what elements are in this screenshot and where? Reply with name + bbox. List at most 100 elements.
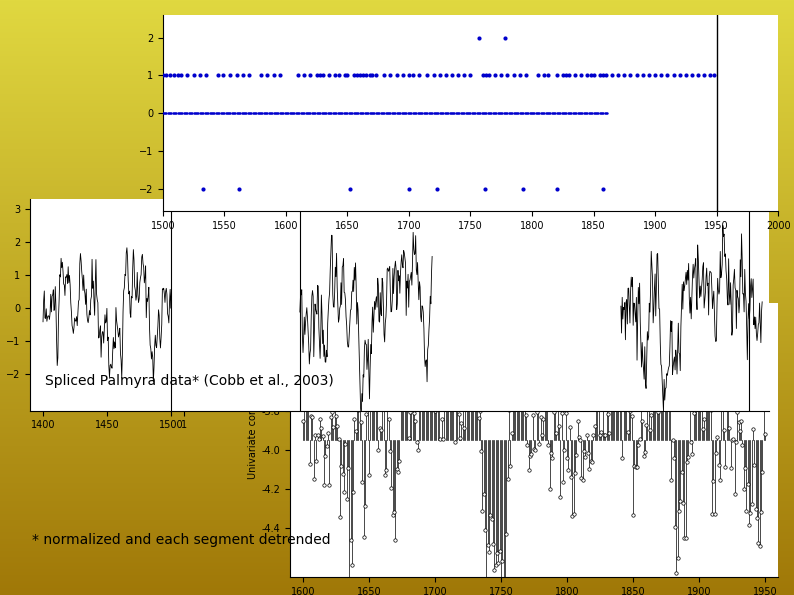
Point — [708, 510, 721, 519]
Point — [181, 71, 194, 80]
Point — [437, 108, 449, 118]
Point — [251, 108, 264, 118]
Point — [584, 71, 597, 80]
Point — [676, 499, 689, 508]
Point — [561, 453, 573, 463]
Point — [514, 108, 526, 118]
Point — [360, 108, 373, 118]
Point — [653, 386, 665, 396]
Point — [267, 71, 279, 80]
Point — [352, 405, 364, 414]
Point — [570, 108, 583, 118]
Point — [279, 108, 292, 118]
Point — [365, 355, 378, 364]
Point — [431, 184, 444, 193]
Point — [378, 71, 391, 80]
Point — [501, 71, 514, 80]
Point — [597, 71, 610, 80]
Point — [443, 108, 456, 118]
Point — [560, 71, 572, 80]
Point — [736, 441, 749, 450]
Point — [202, 108, 214, 118]
Point — [550, 71, 563, 80]
Point — [519, 108, 532, 118]
Point — [261, 71, 274, 80]
Point — [403, 433, 415, 443]
Point — [302, 377, 314, 386]
Point — [586, 108, 599, 118]
Point — [682, 452, 695, 462]
Point — [164, 108, 176, 118]
Point — [533, 440, 545, 449]
Point — [680, 534, 692, 543]
Point — [492, 108, 505, 118]
Point — [684, 437, 697, 447]
Point — [191, 108, 203, 118]
Point — [587, 71, 599, 80]
Point — [468, 108, 480, 118]
Point — [391, 71, 403, 80]
Point — [479, 108, 491, 118]
Point — [524, 451, 537, 461]
Point — [602, 409, 615, 419]
Point — [464, 108, 477, 118]
Point — [320, 108, 333, 118]
Point — [719, 462, 732, 472]
Point — [445, 340, 458, 350]
Point — [252, 108, 265, 118]
Point — [505, 428, 518, 437]
Point — [661, 336, 673, 346]
Point — [750, 513, 763, 523]
Point — [316, 108, 329, 118]
Point — [684, 402, 696, 411]
Point — [378, 108, 391, 118]
Point — [407, 108, 419, 118]
Point — [417, 325, 430, 334]
Point — [407, 369, 419, 378]
Point — [347, 487, 360, 497]
Point — [658, 376, 671, 386]
Point — [419, 331, 432, 340]
Point — [322, 71, 335, 80]
Point — [356, 478, 368, 487]
Point — [403, 408, 416, 417]
Point — [458, 108, 471, 118]
Point — [542, 440, 555, 449]
Point — [289, 108, 302, 118]
Point — [453, 108, 466, 118]
Point — [646, 360, 659, 369]
Point — [553, 108, 565, 118]
Point — [359, 501, 372, 511]
Point — [642, 71, 655, 80]
Point — [469, 371, 482, 381]
Point — [516, 345, 529, 354]
Point — [507, 108, 520, 118]
Point — [700, 381, 712, 391]
Point — [198, 108, 211, 118]
Point — [696, 360, 708, 369]
Point — [336, 108, 349, 118]
Point — [360, 108, 372, 118]
Point — [262, 108, 275, 118]
Point — [311, 108, 324, 118]
Point — [606, 71, 619, 80]
Point — [580, 430, 593, 440]
Point — [574, 436, 587, 445]
Point — [461, 108, 473, 118]
Point — [410, 108, 422, 118]
Point — [311, 430, 324, 440]
Point — [309, 108, 322, 118]
Point — [187, 108, 200, 118]
Point — [369, 71, 382, 80]
Point — [197, 108, 210, 118]
Point — [398, 108, 410, 118]
Point — [516, 108, 529, 118]
Point — [591, 376, 603, 386]
Point — [521, 440, 534, 449]
Point — [616, 453, 629, 463]
Point — [172, 71, 184, 80]
Point — [754, 541, 766, 550]
Point — [351, 71, 364, 80]
Point — [750, 504, 762, 513]
Point — [641, 376, 653, 386]
